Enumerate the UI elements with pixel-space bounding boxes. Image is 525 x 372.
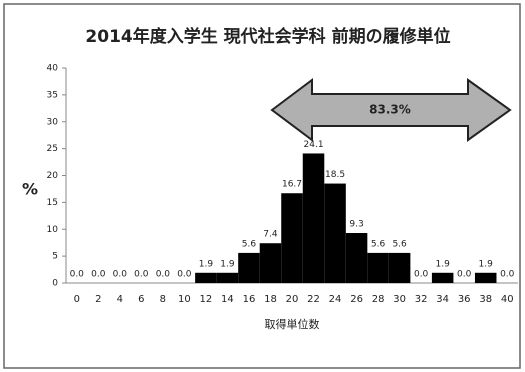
- value-label: 0.0: [70, 270, 85, 280]
- x-tick-label: 36: [458, 294, 471, 305]
- value-label: 0.0: [457, 270, 472, 280]
- y-tick-label: 35: [47, 90, 58, 100]
- bar: [259, 243, 282, 283]
- x-tick-label: 40: [501, 294, 514, 305]
- bar: [324, 183, 346, 283]
- bar: [238, 252, 260, 283]
- y-tick-label: 15: [47, 198, 58, 208]
- bar: [302, 153, 325, 283]
- x-tick-label: 0: [74, 294, 80, 305]
- x-tick-label: 34: [436, 294, 449, 305]
- x-tick-label: 38: [479, 294, 492, 305]
- value-label: 1.9: [479, 259, 494, 269]
- y-tick-label: 0: [52, 279, 58, 289]
- value-label: 0.0: [91, 270, 106, 280]
- y-tick-label: 10: [47, 225, 59, 235]
- y-tick-label: 30: [47, 117, 59, 127]
- value-label: 1.9: [220, 259, 235, 269]
- y-tick-label: 20: [47, 171, 59, 181]
- value-label: 5.6: [242, 239, 257, 249]
- x-tick-label: 26: [350, 294, 363, 305]
- x-tick-label: 18: [264, 294, 277, 305]
- bar: [281, 193, 303, 283]
- bar: [474, 272, 497, 283]
- range-arrow: [270, 78, 512, 142]
- x-tick-label: 10: [178, 294, 191, 305]
- value-label: 0.0: [113, 270, 128, 280]
- bar: [388, 252, 411, 283]
- chart-title: 2014年度入学生 現代社会学科 前期の履修単位: [85, 26, 450, 47]
- x-tick-label: 32: [415, 294, 428, 305]
- value-label: 16.7: [282, 180, 302, 190]
- value-label: 0.0: [156, 270, 171, 280]
- bar: [195, 272, 217, 283]
- x-tick-label: 16: [243, 294, 256, 305]
- value-label: 1.9: [436, 259, 451, 269]
- x-tick-label: 30: [393, 294, 406, 305]
- chart-frame: [3, 3, 521, 369]
- value-label: 18.5: [325, 170, 345, 180]
- value-label: 24.1: [304, 140, 324, 150]
- bar: [216, 272, 239, 283]
- y-axis-label: %: [22, 180, 38, 199]
- y-tick-label: 25: [47, 144, 58, 154]
- x-tick-label: 24: [329, 294, 342, 305]
- annotation: 83.3%: [369, 103, 411, 117]
- x-tick-label: 20: [286, 294, 299, 305]
- x-tick-label: 8: [160, 294, 166, 305]
- x-tick-label: 22: [307, 294, 320, 305]
- value-label: 0.0: [500, 270, 515, 280]
- bar: [431, 272, 454, 283]
- x-tick-label: 28: [372, 294, 385, 305]
- value-label: 5.6: [371, 239, 386, 249]
- value-label: 0.0: [134, 270, 149, 280]
- value-label: 1.9: [199, 259, 214, 269]
- bar: [367, 252, 389, 283]
- x-tick-label: 6: [138, 294, 144, 305]
- value-label: 7.4: [263, 230, 278, 240]
- value-label: 5.6: [392, 239, 407, 249]
- bar: [345, 233, 368, 283]
- x-tick-label: 2: [95, 294, 101, 305]
- x-tick-label: 4: [117, 294, 123, 305]
- value-label: 0.0: [177, 270, 192, 280]
- x-tick-label: 12: [200, 294, 213, 305]
- y-tick-label: 5: [52, 252, 58, 262]
- x-axis-label: 取得単位数: [265, 317, 320, 331]
- value-label: 0.0: [414, 270, 429, 280]
- y-tick-label: 40: [47, 64, 59, 74]
- value-label: 9.3: [349, 220, 363, 230]
- x-tick-label: 14: [221, 294, 234, 305]
